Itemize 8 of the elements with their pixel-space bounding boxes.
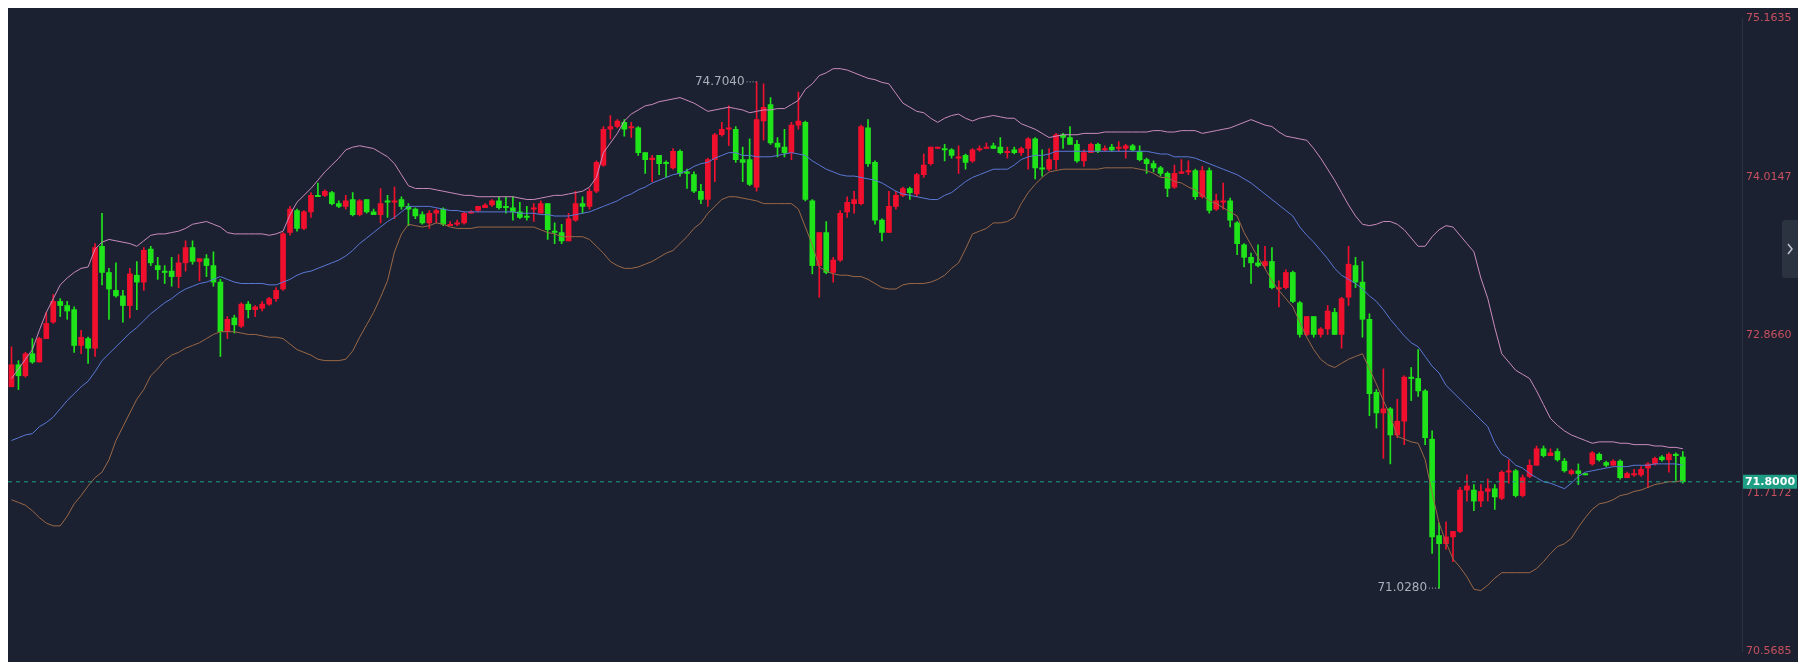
annotation: 74.7040 xyxy=(694,74,745,88)
y-tick-label: 72.8660 xyxy=(1746,327,1792,341)
y-tick-label: 74.0147 xyxy=(1746,169,1792,183)
ref-line-label: 71.8000 xyxy=(1744,474,1796,488)
annotation: 71.0280 xyxy=(1377,580,1428,595)
y-tick-label: 70.5685 xyxy=(1746,644,1792,658)
y-tick-label: 71.7172 xyxy=(1746,486,1792,500)
y-tick-label: 75.1635 xyxy=(1746,11,1792,25)
